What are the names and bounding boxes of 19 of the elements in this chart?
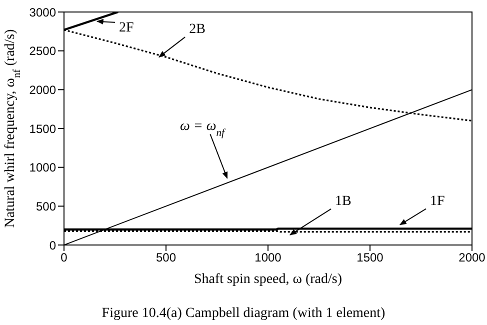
y-tick-label: 1000 bbox=[29, 160, 56, 175]
y-tick-label: 500 bbox=[36, 199, 56, 214]
y-tick-label: 3000 bbox=[29, 5, 56, 20]
y-tick-label: 2000 bbox=[29, 82, 56, 97]
annotation: 2F bbox=[119, 20, 134, 36]
x-tick-label: 0 bbox=[60, 250, 68, 265]
y-tick-label: 2500 bbox=[29, 44, 56, 58]
x-tick-label: 1000 bbox=[254, 250, 282, 265]
annotation: 1F bbox=[430, 194, 445, 209]
text: Figure 10.4(a) Campbell diagram (with 1 element) bbox=[102, 306, 386, 321]
x-tick-label: 1500 bbox=[356, 250, 384, 265]
y-tick-label: 1500 bbox=[29, 122, 56, 136]
annotation: ω = ω$_{nf}$ bbox=[180, 119, 226, 139]
x-tick-label: 500 bbox=[156, 250, 176, 265]
annotation: 2B bbox=[189, 22, 206, 38]
y-tick-label: 0 bbox=[49, 238, 56, 252]
x-tick-label: 2000 bbox=[458, 250, 486, 265]
annotation: 1B bbox=[335, 194, 352, 209]
x-axis-title: Shaft spin speed, ω (rad/s) bbox=[194, 272, 342, 287]
